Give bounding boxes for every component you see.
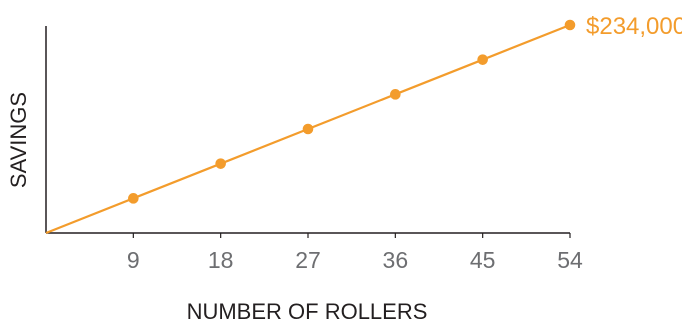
value-annotation: $234,000 xyxy=(586,13,682,40)
data-point xyxy=(564,19,576,31)
data-point xyxy=(128,193,139,204)
data-points xyxy=(128,19,576,204)
x-tick-label: 45 xyxy=(470,247,496,273)
x-tick-label: 18 xyxy=(208,247,234,273)
x-axis-ticks: 9 18 27 36 45 54 xyxy=(127,233,583,273)
y-axis-title: SAVINGS xyxy=(6,92,31,188)
data-point xyxy=(215,158,226,169)
x-tick-label: 54 xyxy=(557,247,583,273)
x-tick-label: 9 xyxy=(127,247,140,273)
x-tick-label: 36 xyxy=(383,247,409,273)
data-point xyxy=(302,123,314,135)
data-point xyxy=(390,89,401,100)
x-tick-label: 27 xyxy=(295,247,321,273)
x-axis-title: NUMBER OF ROLLERS xyxy=(187,299,428,324)
annotations: $234,000 xyxy=(586,13,682,40)
data-point xyxy=(477,54,488,65)
